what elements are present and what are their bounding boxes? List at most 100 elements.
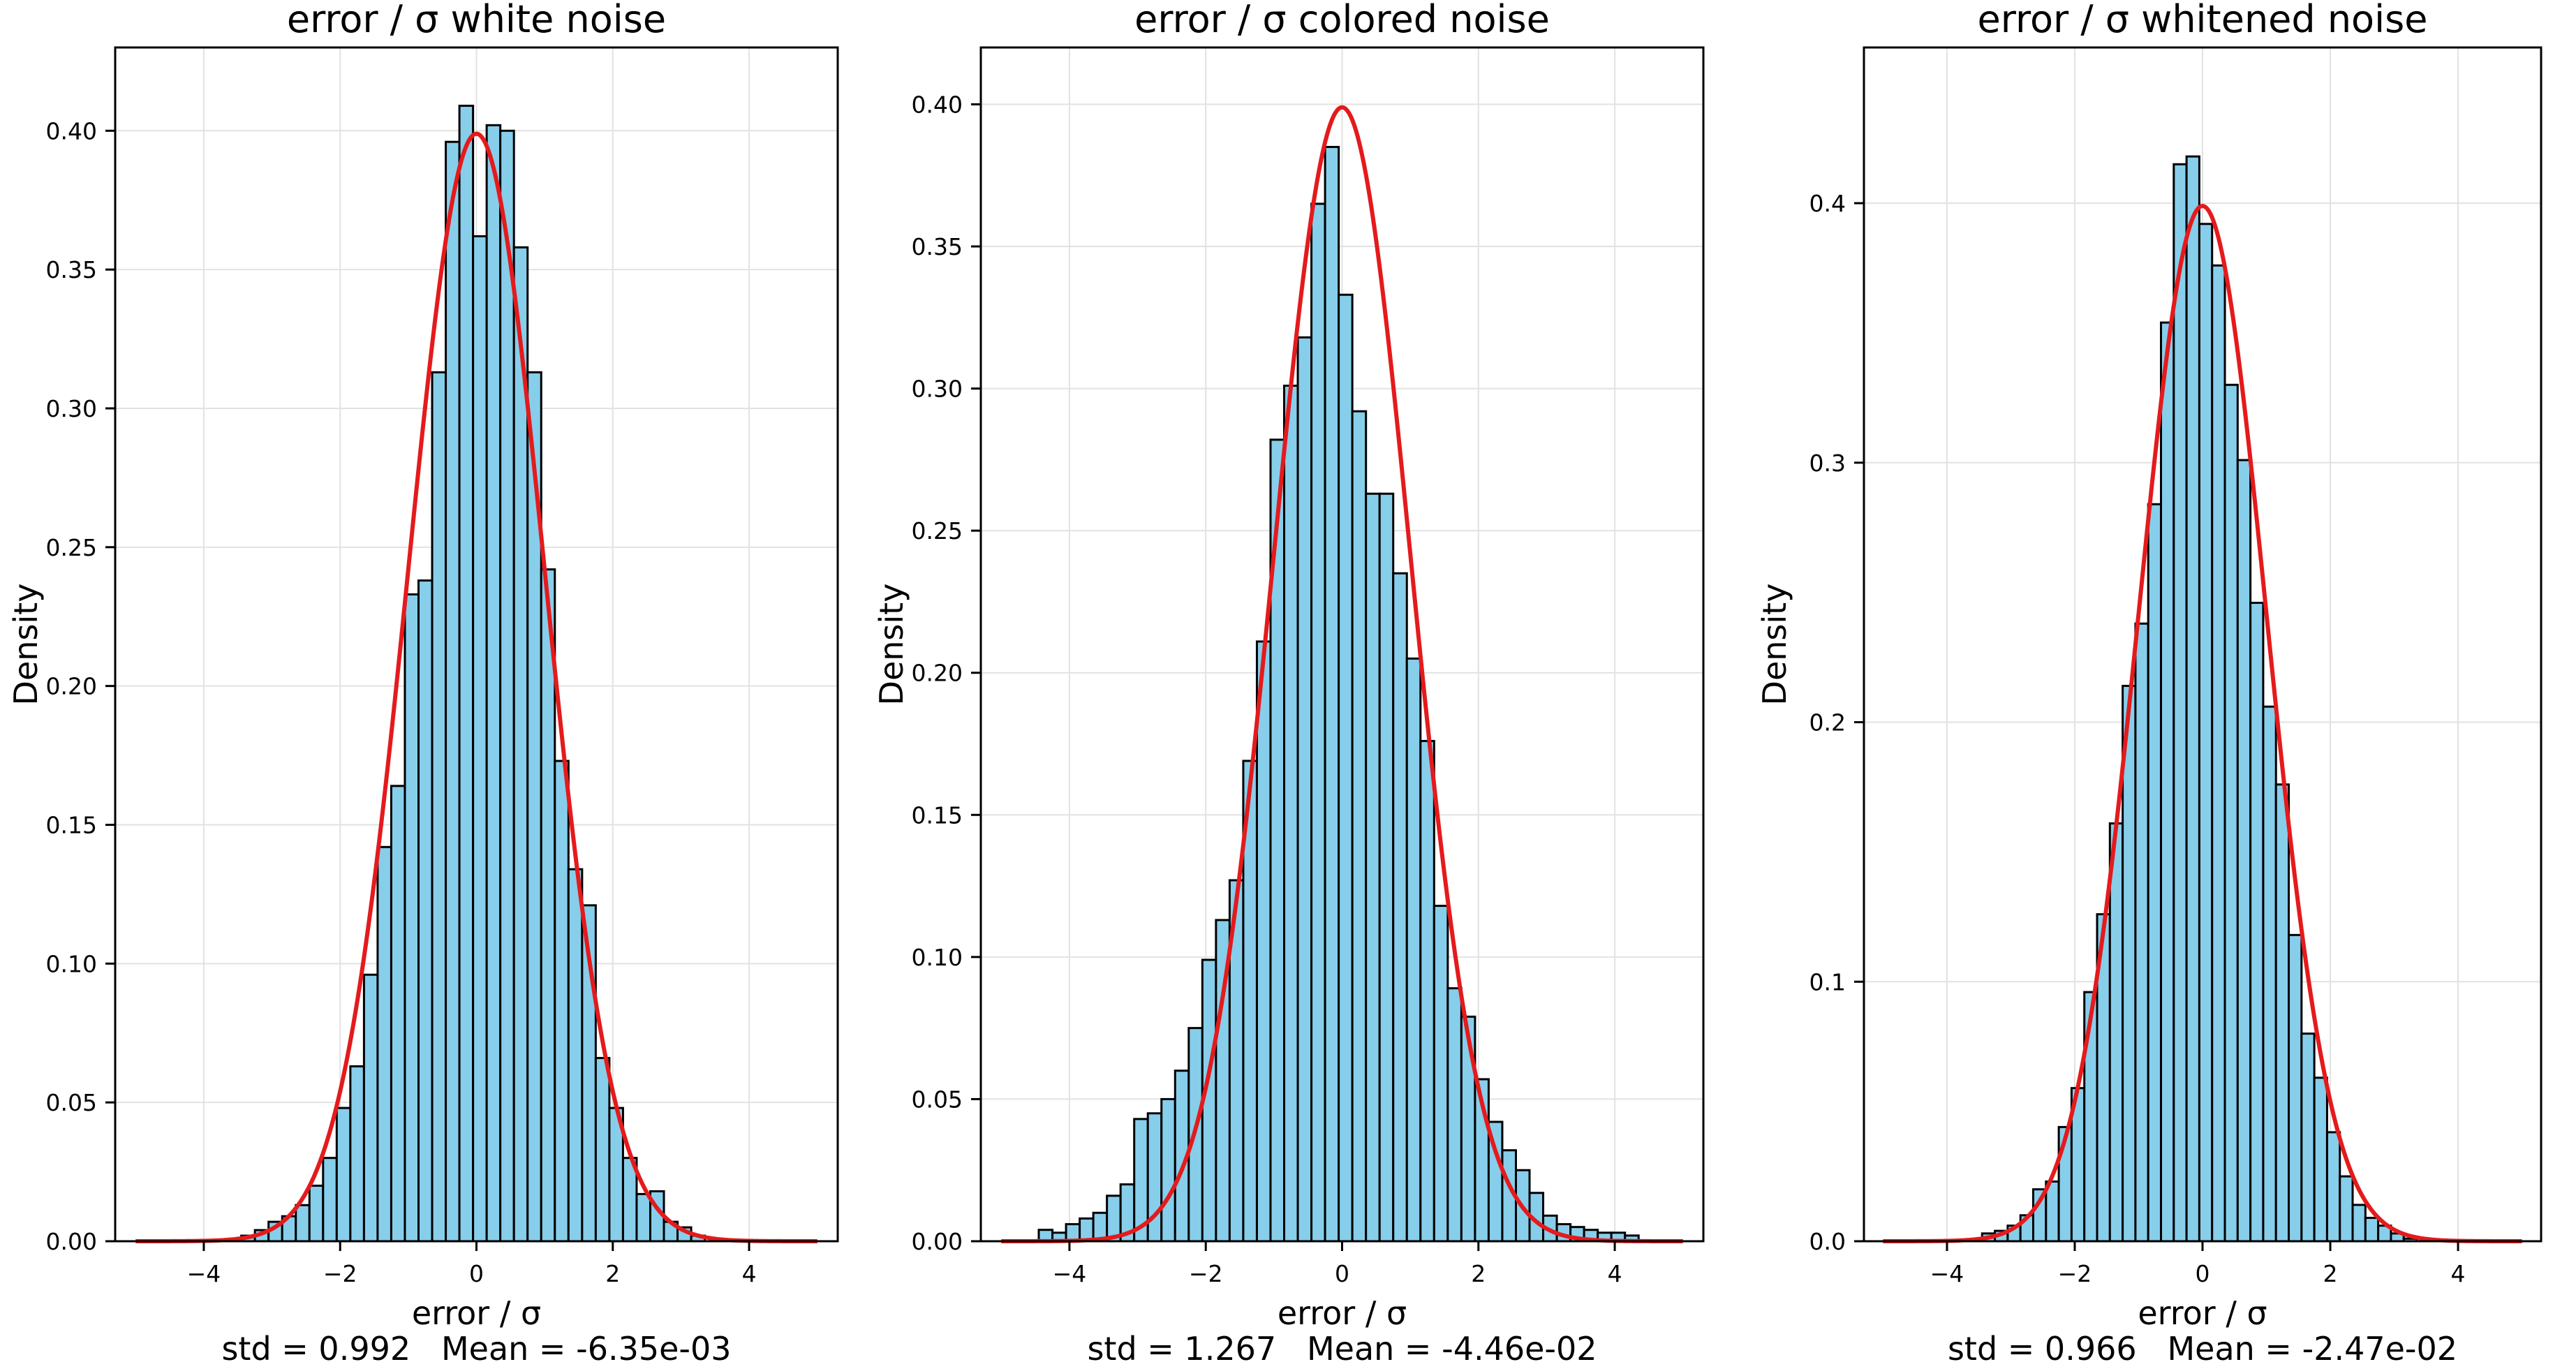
y-tick-label: 0.25 <box>912 517 963 545</box>
histogram-bar <box>2274 783 2290 1243</box>
histogram-bar <box>567 868 584 1243</box>
normal-pdf-line <box>1001 105 1683 1243</box>
histogram-bar <box>1378 492 1395 1243</box>
y-tick-label: 0.20 <box>912 660 963 687</box>
x-axis-label: error / σ <box>412 1294 541 1332</box>
y-tick-label: 0.40 <box>46 117 97 145</box>
x-tick-label: −4 <box>1930 1260 1964 1287</box>
histogram-bar <box>1419 739 1435 1243</box>
x-tick-label: 2 <box>2323 1260 2338 1287</box>
chart-title: error / σ whitened noise <box>1978 0 2428 41</box>
x-tick-label: −2 <box>1189 1260 1223 1287</box>
histogram-bar <box>445 140 461 1243</box>
y-axis-label: Density <box>1756 584 1793 706</box>
x-tick-label: 0 <box>2196 1260 2210 1287</box>
y-tick-label: 0.15 <box>912 801 963 829</box>
histogram-bar <box>390 785 406 1243</box>
histogram-bar <box>362 973 379 1243</box>
y-tick-label: 0.2 <box>1809 709 1846 736</box>
histogram-bar <box>1446 987 1463 1243</box>
histogram-bar <box>349 1065 365 1243</box>
histogram-bar <box>2236 459 2252 1243</box>
histogram-bar <box>1310 202 1326 1243</box>
y-tick-label: 0.20 <box>46 673 97 700</box>
histogram-bar <box>1283 385 1299 1243</box>
histogram-bar <box>1079 1217 1095 1243</box>
stats-label: std = 0.992 Mean = -6.35e-03 <box>221 1330 731 1362</box>
histogram-bar <box>2325 1131 2341 1243</box>
histogram-bar <box>1324 146 1340 1243</box>
y-tick-label: 0.0 <box>1809 1228 1846 1255</box>
histogram-bar <box>308 1184 325 1243</box>
y-tick-label: 0.1 <box>1809 968 1846 995</box>
histogram-bar <box>376 845 392 1243</box>
histogram-bar <box>322 1157 338 1243</box>
histogram-bar <box>499 129 515 1243</box>
histogram-bar <box>1392 572 1408 1243</box>
histogram-bar <box>2160 321 2175 1243</box>
histogram-bar <box>2134 622 2149 1243</box>
histogram-bar <box>554 760 570 1243</box>
y-tick-label: 0.3 <box>1809 450 1846 477</box>
y-tick-label: 0.00 <box>912 1228 963 1255</box>
histogram-bar <box>2223 383 2239 1243</box>
histogram-bar <box>2262 705 2277 1243</box>
x-axis-label: error / σ <box>2138 1294 2267 1332</box>
histogram-panel-2: −4 −2 0 2 4 0.00 0.05 0.10 0.15 0.20 0.25 0.30 0.35 0… <box>873 0 1705 1362</box>
y-tick-label: 0.30 <box>912 376 963 403</box>
chart-title: error / σ colored noise <box>1134 0 1550 41</box>
histogram-bar <box>2185 155 2200 1243</box>
histogram-panel-3: −4 −2 0 2 4 0.0 0.1 0.2 0.3 0.4 error / σ whitened… <box>1756 0 2542 1362</box>
histogram-panel-1: −4 −2 0 2 4 0.00 0.05 0.10 0.15 0.20 0.25 0.30 0.35 0… <box>7 0 839 1362</box>
histogram-bar <box>2351 1204 2367 1243</box>
histogram-bar <box>540 568 556 1243</box>
y-tick-label: 0.40 <box>912 91 963 118</box>
x-tick-label: 2 <box>605 1260 620 1287</box>
histogram-bar <box>458 105 475 1243</box>
y-tick-label: 0.05 <box>912 1086 963 1113</box>
y-tick-label: 0.05 <box>46 1089 97 1116</box>
histogram-bar <box>2122 684 2137 1243</box>
x-tick-label: 4 <box>1608 1260 1622 1287</box>
x-tick-label: −4 <box>1053 1260 1087 1287</box>
histogram-bar <box>417 579 434 1243</box>
histogram-bar <box>472 235 488 1243</box>
histogram-bar <box>2147 503 2163 1243</box>
histogram-bar <box>2288 933 2303 1243</box>
histogram-bar <box>2108 822 2124 1243</box>
histogram-bar <box>485 124 502 1243</box>
histogram-bar <box>1255 640 1272 1243</box>
normal-pdf-line <box>1883 203 2522 1243</box>
stats-label: std = 0.966 Mean = -2.47e-02 <box>1948 1330 2457 1362</box>
histogram-bar <box>635 1192 651 1243</box>
histogram-bar <box>594 1057 611 1243</box>
histogram-bar <box>2339 1175 2354 1243</box>
x-tick-label: −2 <box>323 1260 357 1287</box>
histogram-bar <box>295 1204 311 1243</box>
histogram-bar <box>1338 293 1354 1243</box>
y-tick-label: 0.35 <box>46 256 97 283</box>
x-tick-label: 0 <box>469 1260 484 1287</box>
y-tick-label: 0.10 <box>912 944 963 971</box>
histogram-bar <box>2249 602 2265 1243</box>
histogram-bar <box>2364 1217 2380 1243</box>
histogram-bar <box>335 1106 352 1243</box>
stats-label: std = 1.267 Mean = -4.46e-02 <box>1087 1330 1597 1362</box>
chart-title: error / σ white noise <box>287 0 666 41</box>
histogram-bar <box>1433 905 1449 1243</box>
histogram-bars <box>1981 155 2418 1243</box>
histogram-bar <box>1296 336 1313 1243</box>
histogram-bars <box>240 105 706 1243</box>
x-tick-label: 0 <box>1335 1260 1349 1287</box>
x-axis-label: error / σ <box>1278 1294 1407 1332</box>
y-axis-label: Density <box>7 584 45 706</box>
histogram-bar <box>2198 223 2214 1243</box>
histogram-bars <box>1037 146 1640 1243</box>
histogram-bar <box>404 593 420 1243</box>
histogram-bar <box>1405 657 1422 1243</box>
y-tick-label: 0.00 <box>46 1228 97 1255</box>
histogram-bar <box>431 371 447 1243</box>
x-tick-label: 2 <box>1471 1260 1486 1287</box>
y-tick-label: 0.25 <box>46 534 97 561</box>
